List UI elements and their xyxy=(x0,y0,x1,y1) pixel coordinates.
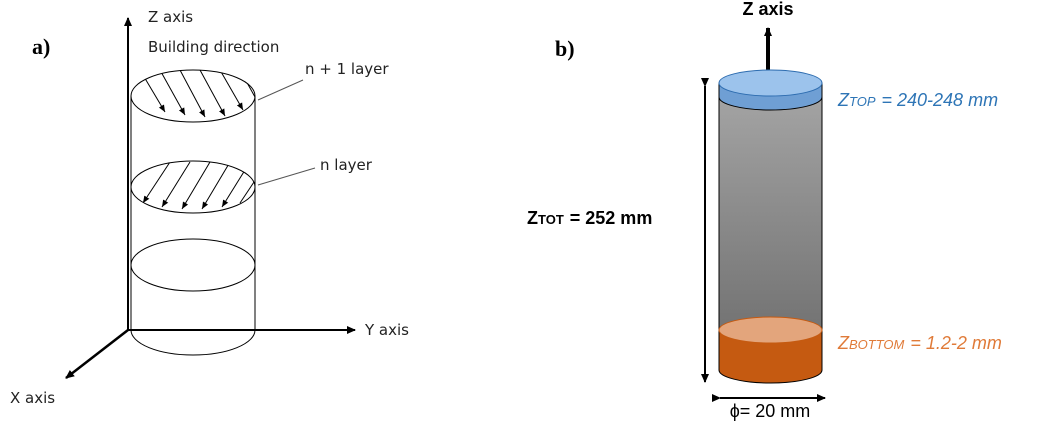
value: = 240-248 mm xyxy=(882,90,999,110)
panel-label: b) xyxy=(555,36,575,61)
value: = 252 mm xyxy=(570,208,653,228)
value: = 1.2-2 mm xyxy=(910,333,1002,353)
panel-b: b) Z axis ZTOT= 252 mm ZTOP= 240-248 mm … xyxy=(527,0,1002,421)
annotation: n + 1 layer xyxy=(305,60,389,78)
bottom-label: ZBOTTOM= 1.2-2 mm xyxy=(837,333,1002,353)
bottom-face xyxy=(719,317,822,343)
axis-label: X axis xyxy=(10,389,55,407)
subscript: BOTTOM xyxy=(849,337,905,352)
axis-label: Z axis xyxy=(742,0,793,19)
top-face xyxy=(719,70,822,96)
axis-label: Z axis xyxy=(148,8,193,26)
page: a) Z axis Building direction n + 1 layer… xyxy=(0,0,1058,421)
annotation: Building direction xyxy=(148,38,279,56)
diameter-label: ϕ= 20 mm xyxy=(730,401,811,421)
panel-label: a) xyxy=(32,34,50,59)
hatch-top xyxy=(140,70,255,117)
layer-ellipse xyxy=(131,161,255,213)
subscript: TOP xyxy=(849,94,876,109)
axis-label: Y axis xyxy=(364,321,409,339)
top-label: ZTOP= 240-248 mm xyxy=(837,90,998,110)
layer-ellipse xyxy=(131,70,255,122)
annotation: n layer xyxy=(320,156,373,174)
x-axis xyxy=(66,330,128,378)
leader-line xyxy=(258,80,303,100)
base-arc xyxy=(131,330,255,355)
layer-ellipse xyxy=(131,239,255,291)
subscript: TOT xyxy=(538,212,564,227)
figure: a) Z axis Building direction n + 1 layer… xyxy=(0,0,1058,421)
leader-line xyxy=(258,168,315,185)
height-label: ZTOT = 252 mm xyxy=(527,208,652,228)
symbol: Z xyxy=(527,208,538,228)
